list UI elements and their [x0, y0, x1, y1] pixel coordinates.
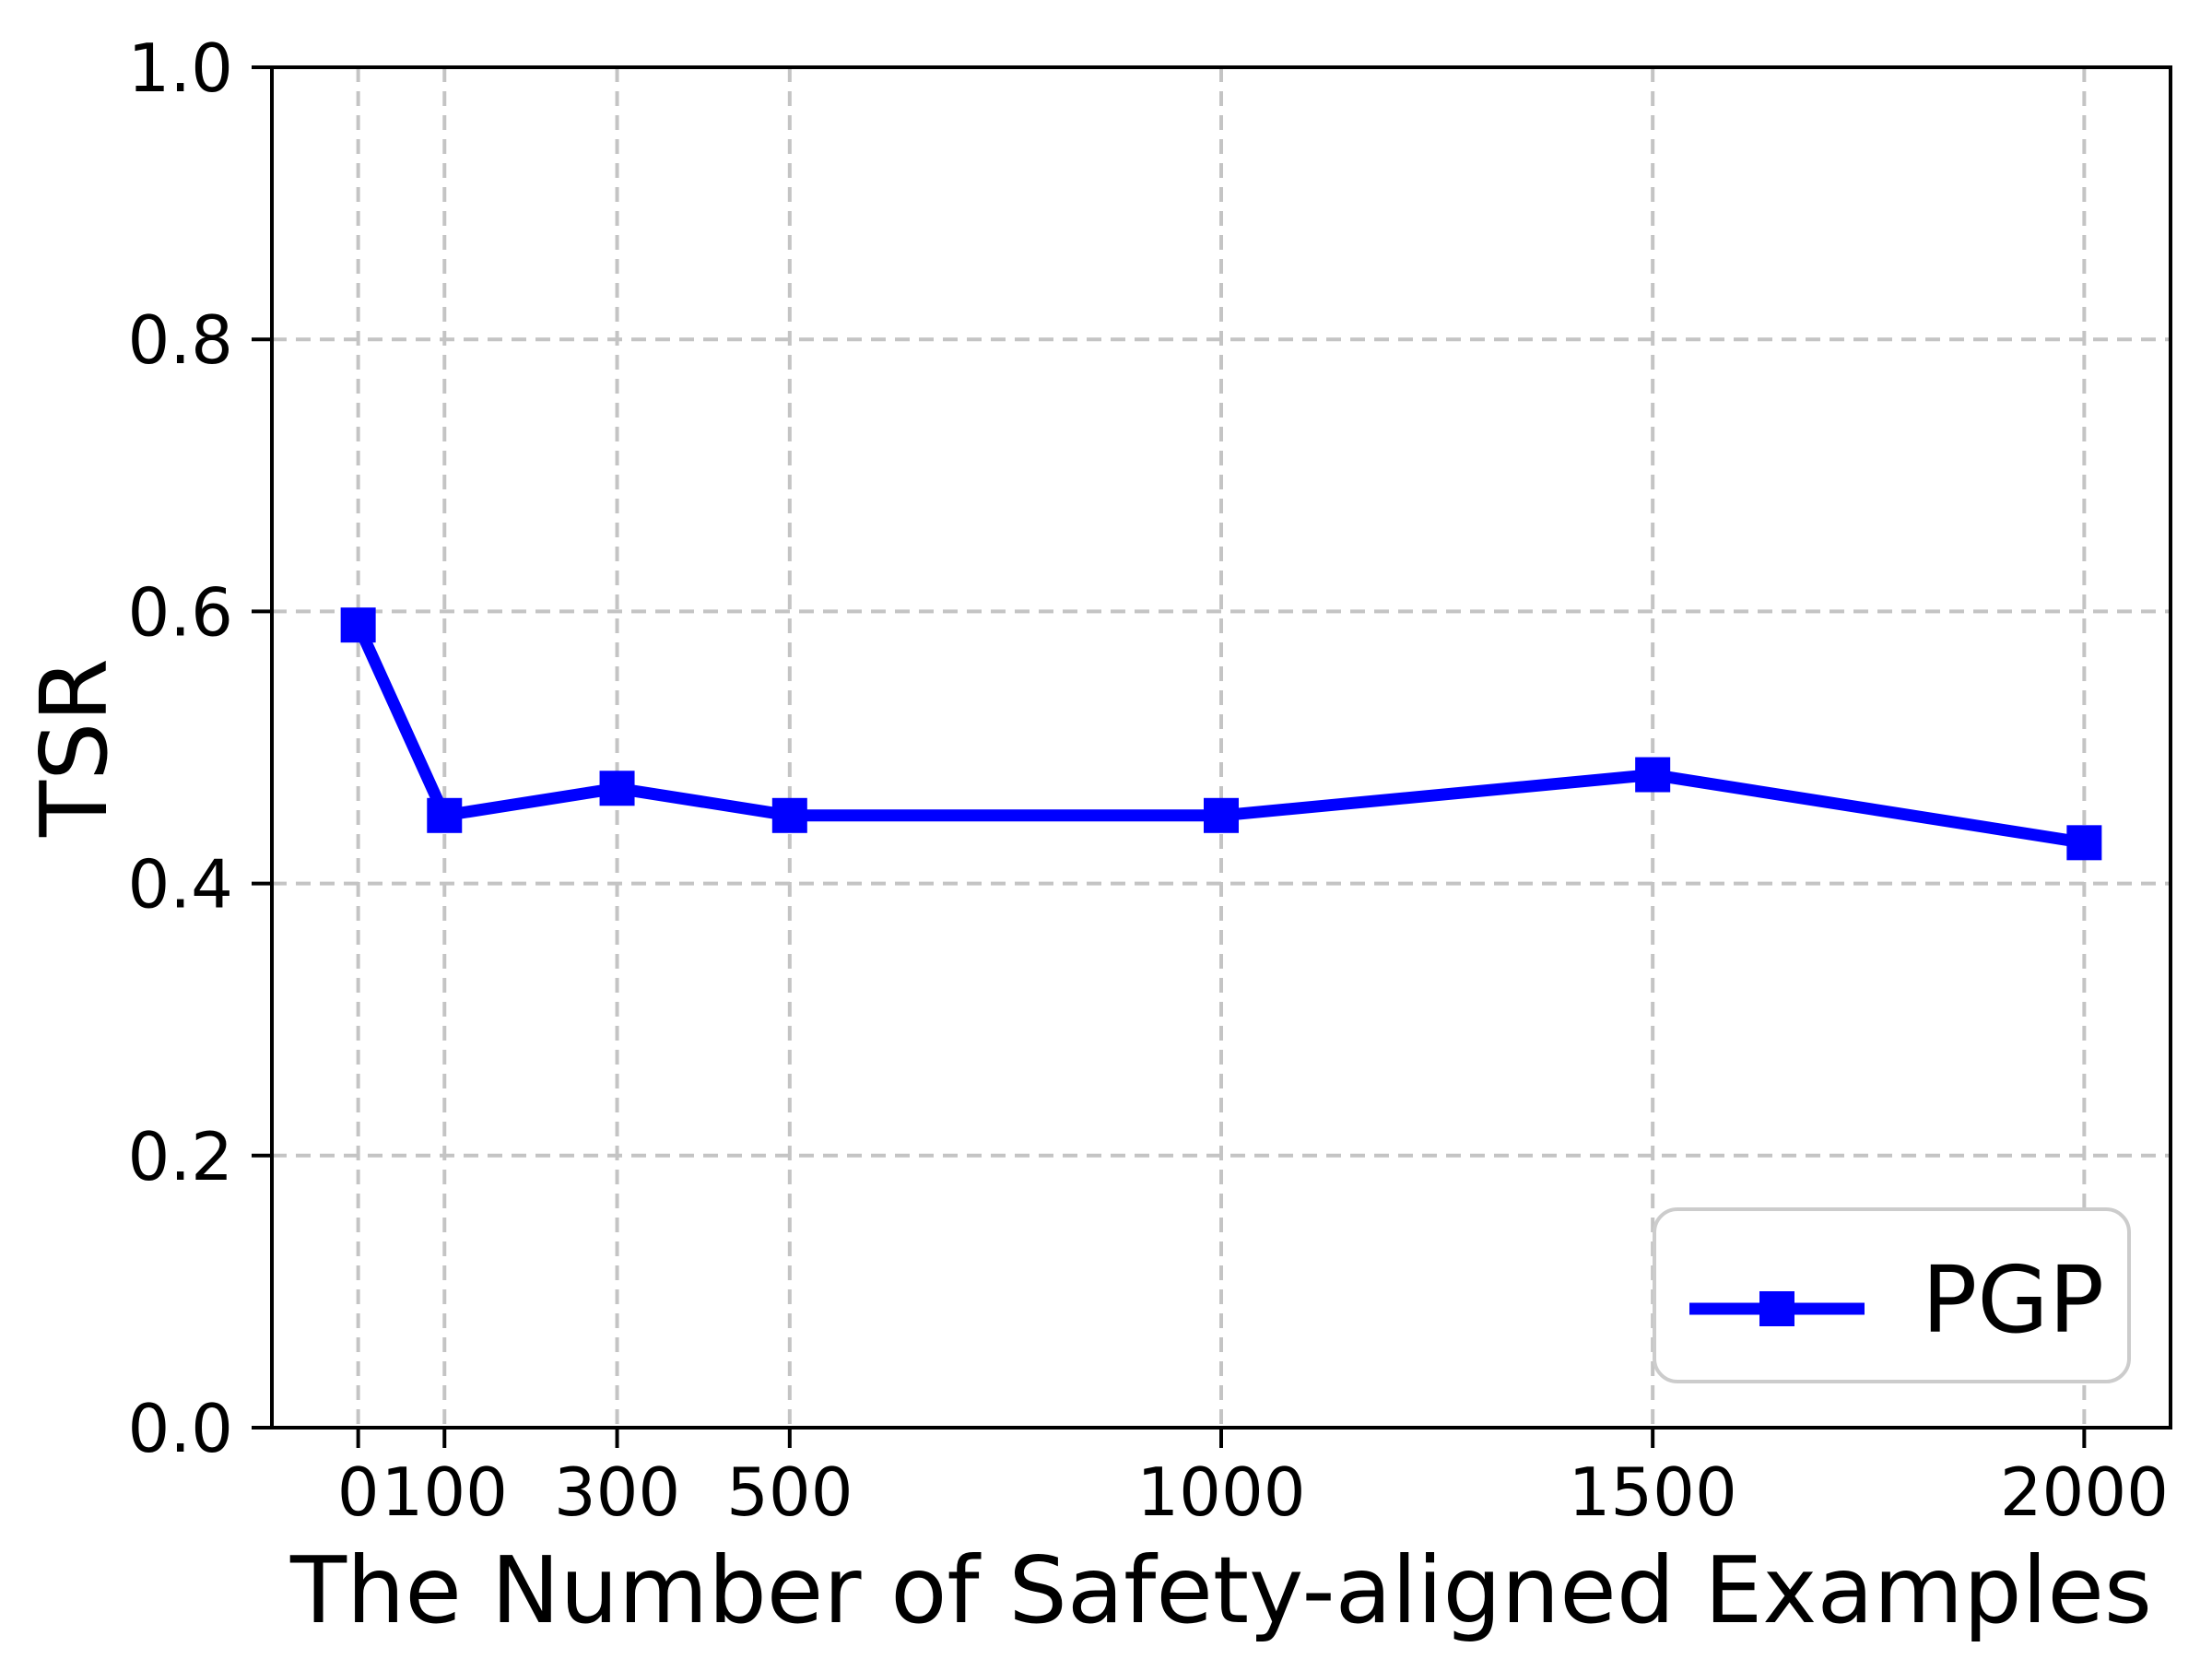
- x-tick-label: 0: [337, 1453, 380, 1531]
- axis-ticks: [252, 65, 2087, 1448]
- x-tick-label: 500: [726, 1453, 853, 1531]
- y-tick-label: 0.0: [127, 1390, 233, 1467]
- data-point-marker: [2066, 825, 2102, 861]
- x-axis-label: The Number of Safety-aligned Examples: [289, 1536, 2152, 1644]
- y-axis-label: TSR: [20, 658, 128, 838]
- data-point-marker: [427, 797, 463, 833]
- x-tick-label: 2000: [2000, 1453, 2169, 1531]
- x-tick-label: 1500: [1569, 1453, 1737, 1531]
- y-tick-label: 1.0: [127, 29, 233, 107]
- x-tick-label: 100: [382, 1453, 508, 1531]
- x-tick-label: 1000: [1136, 1453, 1305, 1531]
- legend-box: [1653, 1207, 2131, 1383]
- legend-marker-square: [1759, 1291, 1794, 1326]
- legend: PGP: [1653, 1207, 2131, 1383]
- x-tick-labels: 0 100 300 500 1000 1500 2000: [337, 1453, 2169, 1531]
- data-point-marker: [340, 607, 376, 643]
- y-tick-label: 0.4: [127, 846, 233, 924]
- legend-entry-pgp: PGP: [1922, 1246, 2104, 1354]
- data-point-marker: [599, 771, 635, 806]
- data-point-marker: [1204, 797, 1239, 833]
- data-point-marker: [1635, 757, 1671, 793]
- y-tick-label: 0.8: [127, 301, 233, 379]
- x-tick-label: 300: [554, 1453, 680, 1531]
- y-tick-label: 0.2: [127, 1118, 233, 1195]
- y-tick-labels: 0.0 0.2 0.4 0.6 0.8 1.0: [127, 29, 233, 1467]
- y-tick-label: 0.6: [127, 573, 233, 651]
- series-pgp: [340, 607, 2102, 861]
- data-point-marker: [771, 797, 807, 833]
